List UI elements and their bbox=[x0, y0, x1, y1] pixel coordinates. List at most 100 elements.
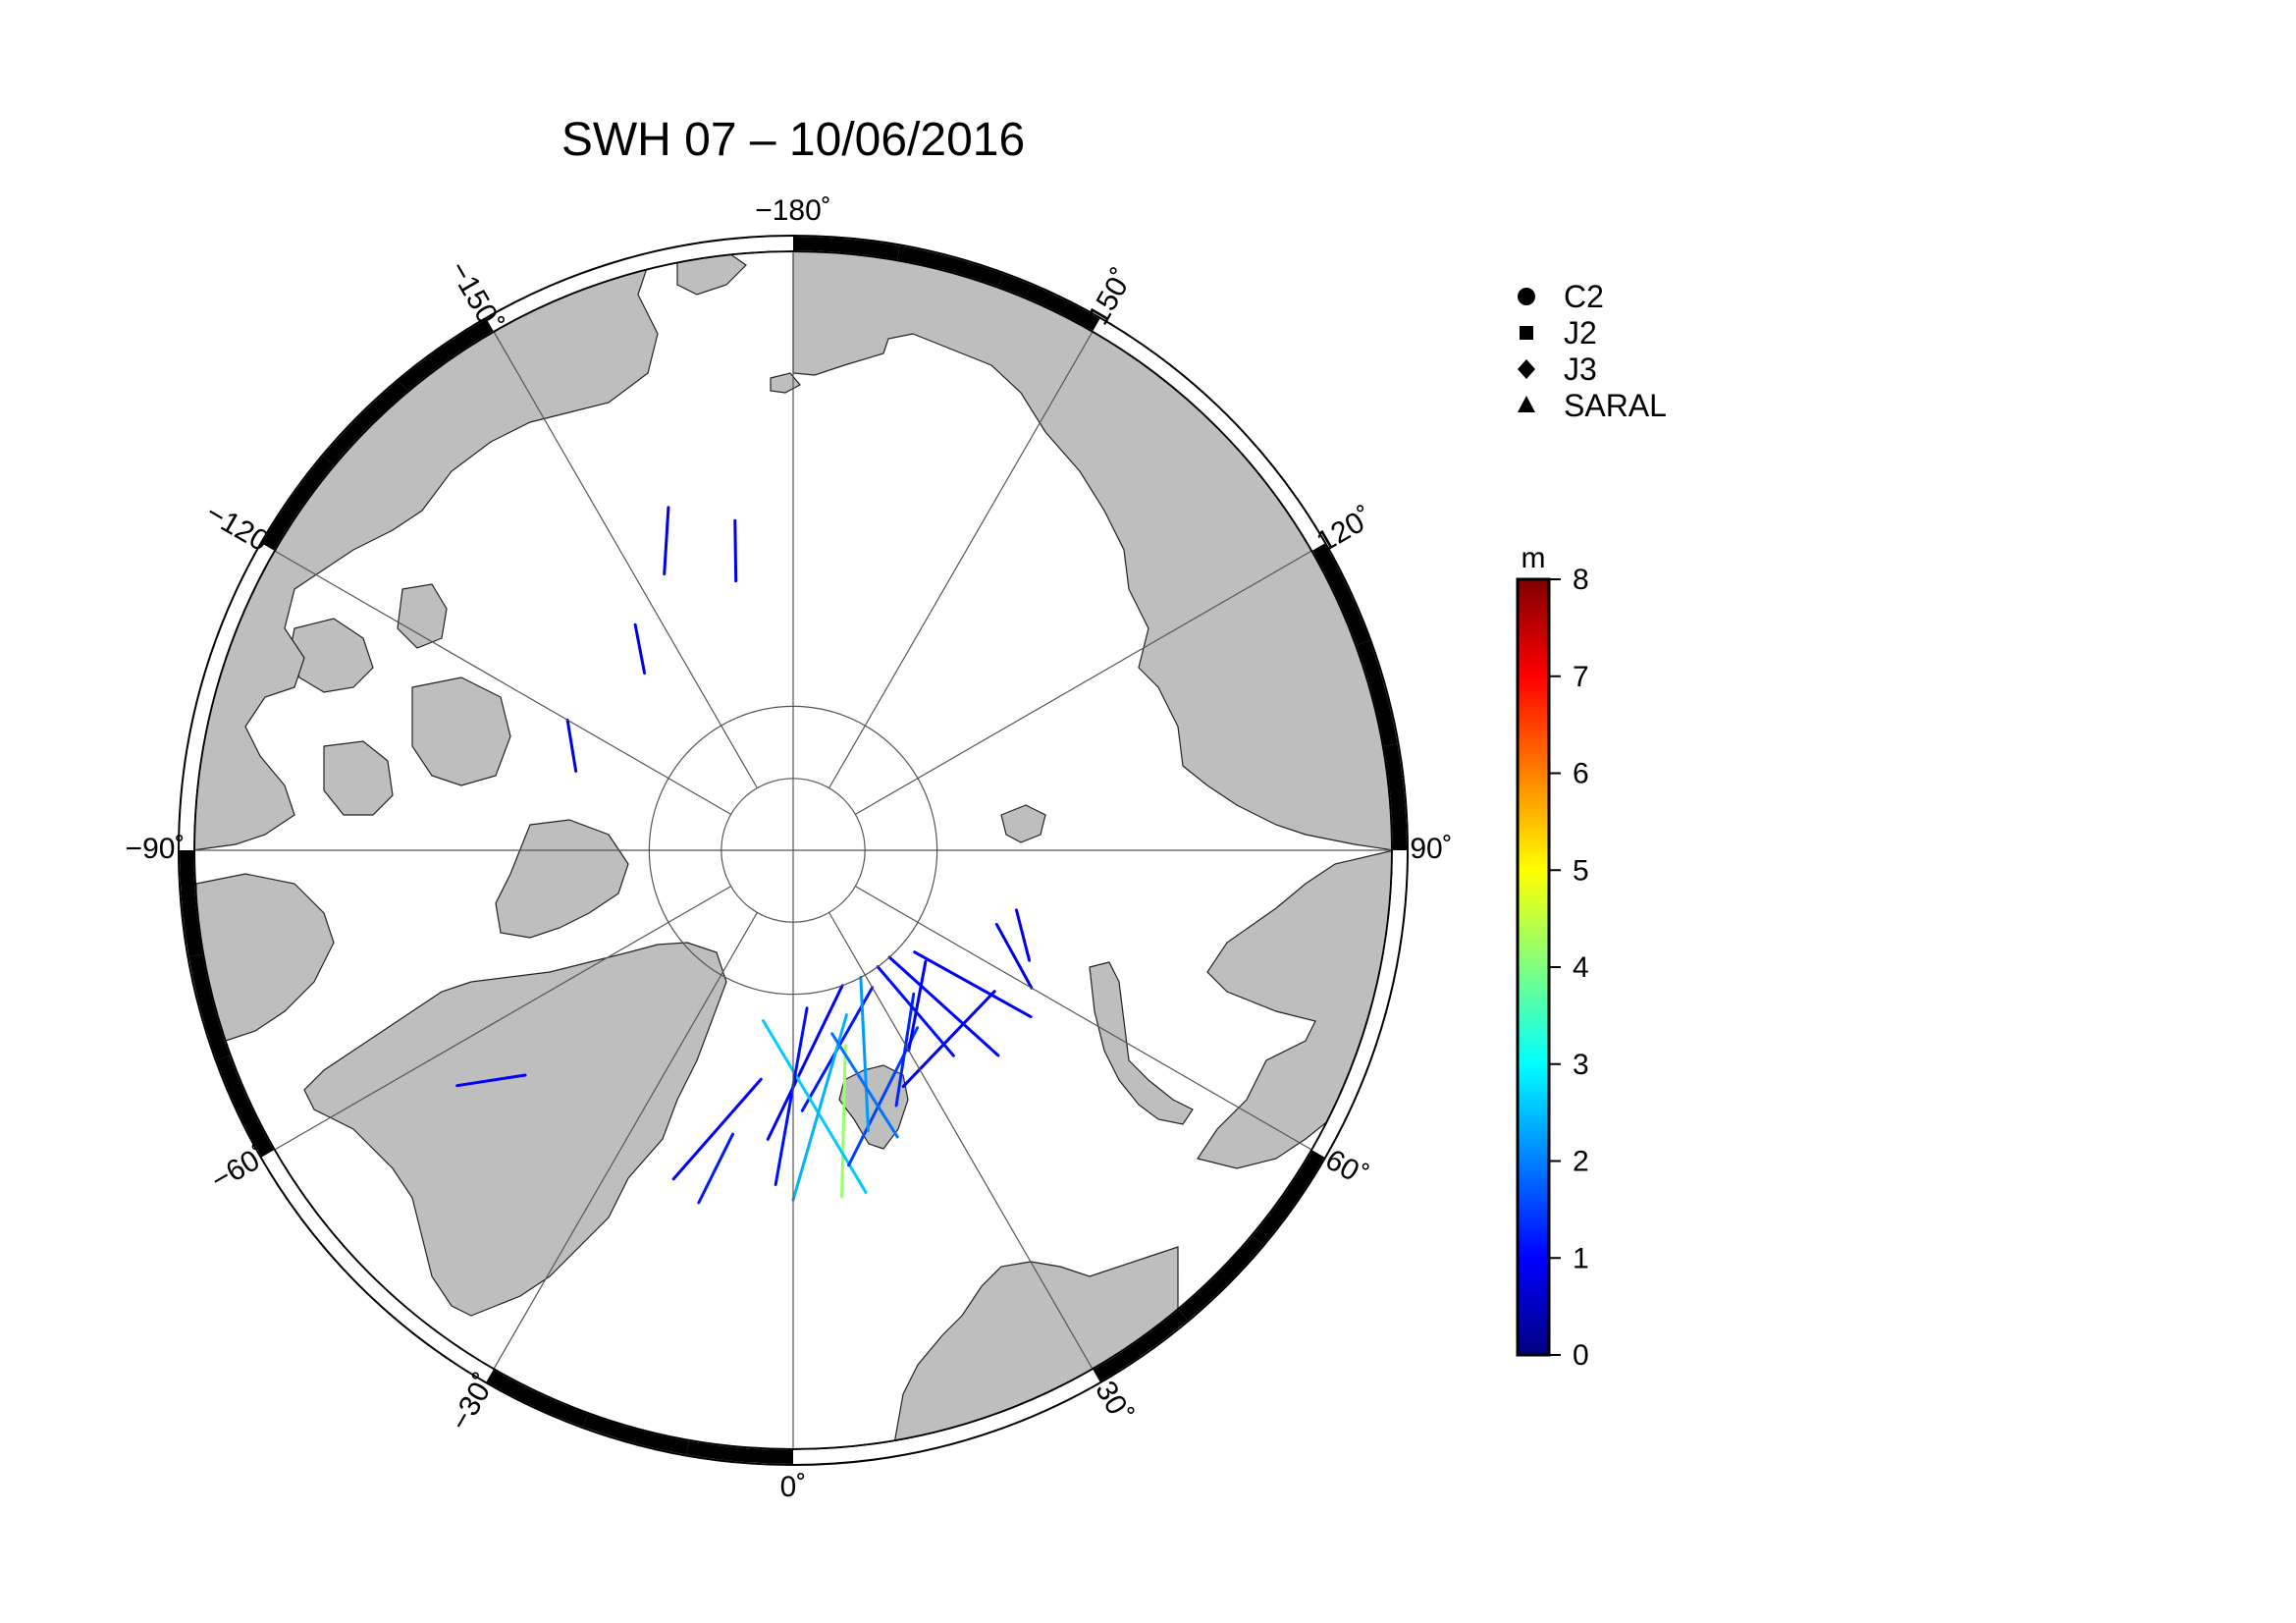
frame-segment bbox=[997, 1370, 1100, 1428]
frame-segment bbox=[897, 1414, 1003, 1455]
legend-label: J2 bbox=[1564, 315, 1597, 351]
frame-segment bbox=[261, 1150, 334, 1245]
frame-segment bbox=[686, 237, 794, 260]
colorbar-tick-label: 1 bbox=[1573, 1242, 1589, 1274]
frame-segment bbox=[188, 954, 230, 1060]
frame-segment bbox=[897, 245, 1003, 287]
frame-segment bbox=[1093, 1310, 1188, 1382]
frame-segment bbox=[1253, 1150, 1325, 1245]
track-segment bbox=[633, 622, 647, 676]
frame-segment bbox=[1383, 743, 1407, 851]
longitude-label: 90˚ bbox=[1410, 833, 1452, 865]
map-title: SWH 07 – 10/06/2016 bbox=[561, 114, 1025, 166]
meridian-line bbox=[274, 886, 731, 1151]
meridian-line bbox=[828, 912, 1094, 1370]
track-segment bbox=[994, 922, 1034, 990]
longitude-label: −150˚ bbox=[443, 255, 508, 338]
frame-segment bbox=[1178, 380, 1263, 465]
frame-segment bbox=[399, 318, 494, 391]
frame-segment bbox=[1253, 456, 1325, 551]
landmass-archipelago-mid bbox=[411, 676, 511, 786]
track-segment bbox=[1015, 908, 1032, 962]
satellite-tracks bbox=[455, 506, 1034, 1205]
map-frame bbox=[178, 235, 1409, 1466]
track-segment bbox=[887, 955, 1000, 1057]
track-segment bbox=[455, 1073, 527, 1088]
longitude-label: −120˚ bbox=[200, 497, 283, 563]
latitude-circle bbox=[648, 705, 938, 996]
frame-segment bbox=[1312, 543, 1370, 646]
landmass-alaska bbox=[676, 251, 747, 296]
colorbar-tick-label: 2 bbox=[1573, 1146, 1589, 1178]
colorbar-gradient bbox=[1516, 577, 1551, 1357]
colorbar: m 0 1 2 3 4 5 6 7 8 bbox=[1516, 542, 1589, 1372]
meridian-line bbox=[493, 331, 758, 788]
colorbar-unit: m bbox=[1522, 542, 1546, 574]
frame-inner-ring bbox=[193, 250, 1393, 1450]
track-segment bbox=[876, 965, 955, 1057]
frame-segment bbox=[1178, 1235, 1263, 1321]
colorbar-tick-label: 3 bbox=[1573, 1049, 1589, 1081]
track-segment bbox=[663, 506, 670, 575]
frame-segment bbox=[486, 273, 589, 331]
landmass-iceland bbox=[323, 1305, 394, 1348]
frame-segment bbox=[399, 1310, 494, 1382]
frame-segment bbox=[1383, 849, 1407, 957]
track-segment bbox=[840, 1044, 847, 1199]
landmass-franz-josef bbox=[1000, 804, 1046, 843]
track-segment bbox=[766, 984, 844, 1141]
frame-segment bbox=[997, 273, 1100, 331]
track-segment bbox=[697, 1132, 735, 1205]
track-segment bbox=[565, 718, 578, 773]
legend-marker-square bbox=[1520, 326, 1533, 340]
colorbar-tick-label: 0 bbox=[1573, 1339, 1589, 1372]
legend-label: SARAL bbox=[1564, 388, 1667, 423]
latitude-circle bbox=[721, 778, 866, 923]
frame-segment bbox=[1357, 954, 1398, 1060]
landmass-ellesmere bbox=[495, 819, 629, 939]
frame-segment bbox=[792, 1440, 900, 1464]
colorbar-tick-label: 8 bbox=[1573, 564, 1589, 596]
meridian-line bbox=[828, 331, 1094, 788]
frame-outer-ring bbox=[178, 235, 1409, 1466]
frame-segment bbox=[583, 1414, 689, 1455]
frame-segment bbox=[1093, 318, 1188, 391]
landmass-banks bbox=[397, 583, 448, 649]
polar-map bbox=[194, 251, 1392, 1449]
track-segment bbox=[907, 959, 928, 1053]
frame-segment bbox=[1357, 640, 1398, 746]
legend-label: J3 bbox=[1564, 352, 1597, 387]
track-segment bbox=[733, 518, 738, 583]
longitude-label: −180˚ bbox=[755, 194, 831, 227]
frame-segment bbox=[686, 1440, 794, 1464]
colorbar-ticks: 0 1 2 3 4 5 6 7 8 bbox=[1549, 564, 1589, 1372]
frame-segment bbox=[792, 237, 900, 260]
colorbar-tick-label: 6 bbox=[1573, 758, 1589, 790]
colorbar-tick-label: 7 bbox=[1573, 661, 1589, 693]
colorbar-tick-label: 4 bbox=[1573, 951, 1589, 984]
landmass-novaya-zemlya bbox=[1089, 961, 1194, 1125]
frame-segment bbox=[261, 456, 334, 551]
track-segment bbox=[913, 950, 1033, 1019]
track-segment bbox=[791, 1013, 848, 1202]
frame-segment bbox=[486, 1370, 589, 1428]
longitude-label: 0˚ bbox=[780, 1471, 807, 1503]
legend-label: C2 bbox=[1564, 279, 1604, 314]
frame-segment bbox=[188, 640, 230, 746]
meridian-line bbox=[855, 886, 1312, 1151]
frame-segment bbox=[323, 1235, 408, 1321]
track-segment bbox=[859, 975, 870, 1132]
meridian-line bbox=[493, 912, 758, 1370]
frame-segment bbox=[216, 543, 274, 646]
graticule bbox=[194, 251, 1392, 1449]
legend-marker-circle bbox=[1518, 288, 1535, 305]
landmass-greenland bbox=[303, 942, 727, 1317]
track-segment bbox=[901, 990, 996, 1089]
landmass-archipelago-south bbox=[323, 740, 394, 816]
frame-segment bbox=[583, 245, 689, 287]
frame-segment bbox=[1312, 1055, 1370, 1158]
longitude-label: −90˚ bbox=[126, 833, 186, 865]
frame-segment bbox=[216, 1055, 274, 1158]
